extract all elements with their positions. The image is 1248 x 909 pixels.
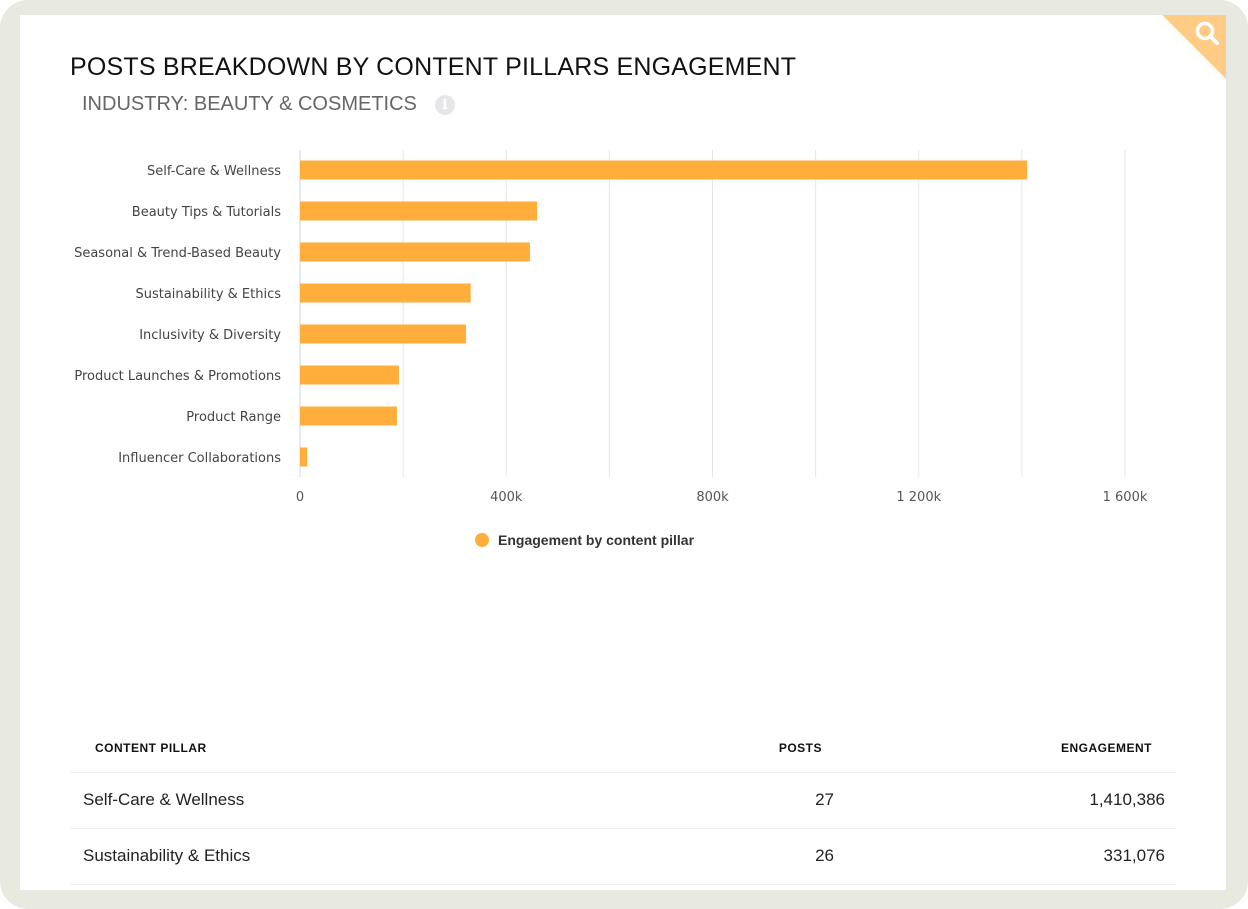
- legend-item[interactable]: Engagement by content pillar: [475, 532, 694, 548]
- cell-pillar: Self-Care & Wellness: [70, 772, 646, 829]
- y-tick-label: Self-Care & Wellness: [147, 164, 281, 179]
- legend-dot: [475, 533, 489, 547]
- x-tick-label: 1 600k: [1103, 490, 1148, 505]
- y-tick-label: Seasonal & Trend-Based Beauty: [74, 246, 281, 261]
- cell-posts: 26: [646, 828, 846, 885]
- x-tick-label: 800k: [696, 490, 729, 505]
- header-posts[interactable]: POSTS: [646, 725, 846, 773]
- industry-label: INDUSTRY: BEAUTY & COSMETICS: [82, 93, 417, 115]
- y-tick-label: Beauty Tips & Tutorials: [132, 205, 281, 220]
- bar[interactable]: [300, 324, 467, 344]
- bar[interactable]: [300, 447, 308, 467]
- y-tick-label: Influencer Collaborations: [118, 451, 281, 466]
- info-icon[interactable]: i: [434, 94, 455, 115]
- x-tick-label: 1 200k: [896, 490, 941, 505]
- x-tick-label: 0: [296, 490, 304, 505]
- bar[interactable]: [300, 406, 397, 426]
- bar[interactable]: [300, 365, 399, 385]
- table-row: Sustainability & Ethics 26 331,076: [70, 828, 1176, 885]
- header-engagement[interactable]: ENGAGEMENT: [846, 725, 1176, 773]
- chart-card: POSTS BREAKDOWN BY CONTENT PILLARS ENGAG…: [20, 15, 1228, 890]
- table-header-row: CONTENT PILLAR POSTS ENGAGEMENT: [70, 725, 1176, 773]
- bar[interactable]: [300, 160, 1028, 180]
- bar[interactable]: [300, 242, 530, 262]
- legend-label: Engagement by content pillar: [498, 532, 695, 548]
- table-row: Self-Care & Wellness 27 1,410,386: [70, 772, 1176, 829]
- bar-chart: 0 400k 800k 1 200k 1 600k Self-Care & Wellnes…: [74, 150, 1148, 505]
- chart-subtitle: INDUSTRY: BEAUTY & COSMETICS i: [82, 93, 455, 116]
- bar[interactable]: [300, 201, 538, 221]
- y-tick-label: Product Launches & Promotions: [74, 369, 281, 384]
- bar[interactable]: [300, 283, 471, 303]
- y-tick-label: Inclusivity & Diversity: [139, 328, 281, 343]
- x-tick-label: 400k: [490, 490, 523, 505]
- y-tick-label: Product Range: [186, 410, 281, 425]
- search-icon: [1195, 21, 1219, 45]
- y-tick-label: Sustainability & Ethics: [135, 287, 281, 302]
- cell-posts: 27: [646, 772, 846, 829]
- pillar-table: CONTENT PILLAR POSTS ENGAGEMENT Self-Car…: [70, 725, 1176, 885]
- chart-title: POSTS BREAKDOWN BY CONTENT PILLARS ENGAG…: [70, 53, 797, 81]
- cell-engagement: 1,410,386: [846, 772, 1176, 829]
- zoom-button[interactable]: [1162, 15, 1226, 79]
- cell-pillar: Sustainability & Ethics: [70, 828, 646, 885]
- cell-engagement: 331,076: [846, 828, 1176, 885]
- header-content-pillar[interactable]: CONTENT PILLAR: [70, 725, 646, 773]
